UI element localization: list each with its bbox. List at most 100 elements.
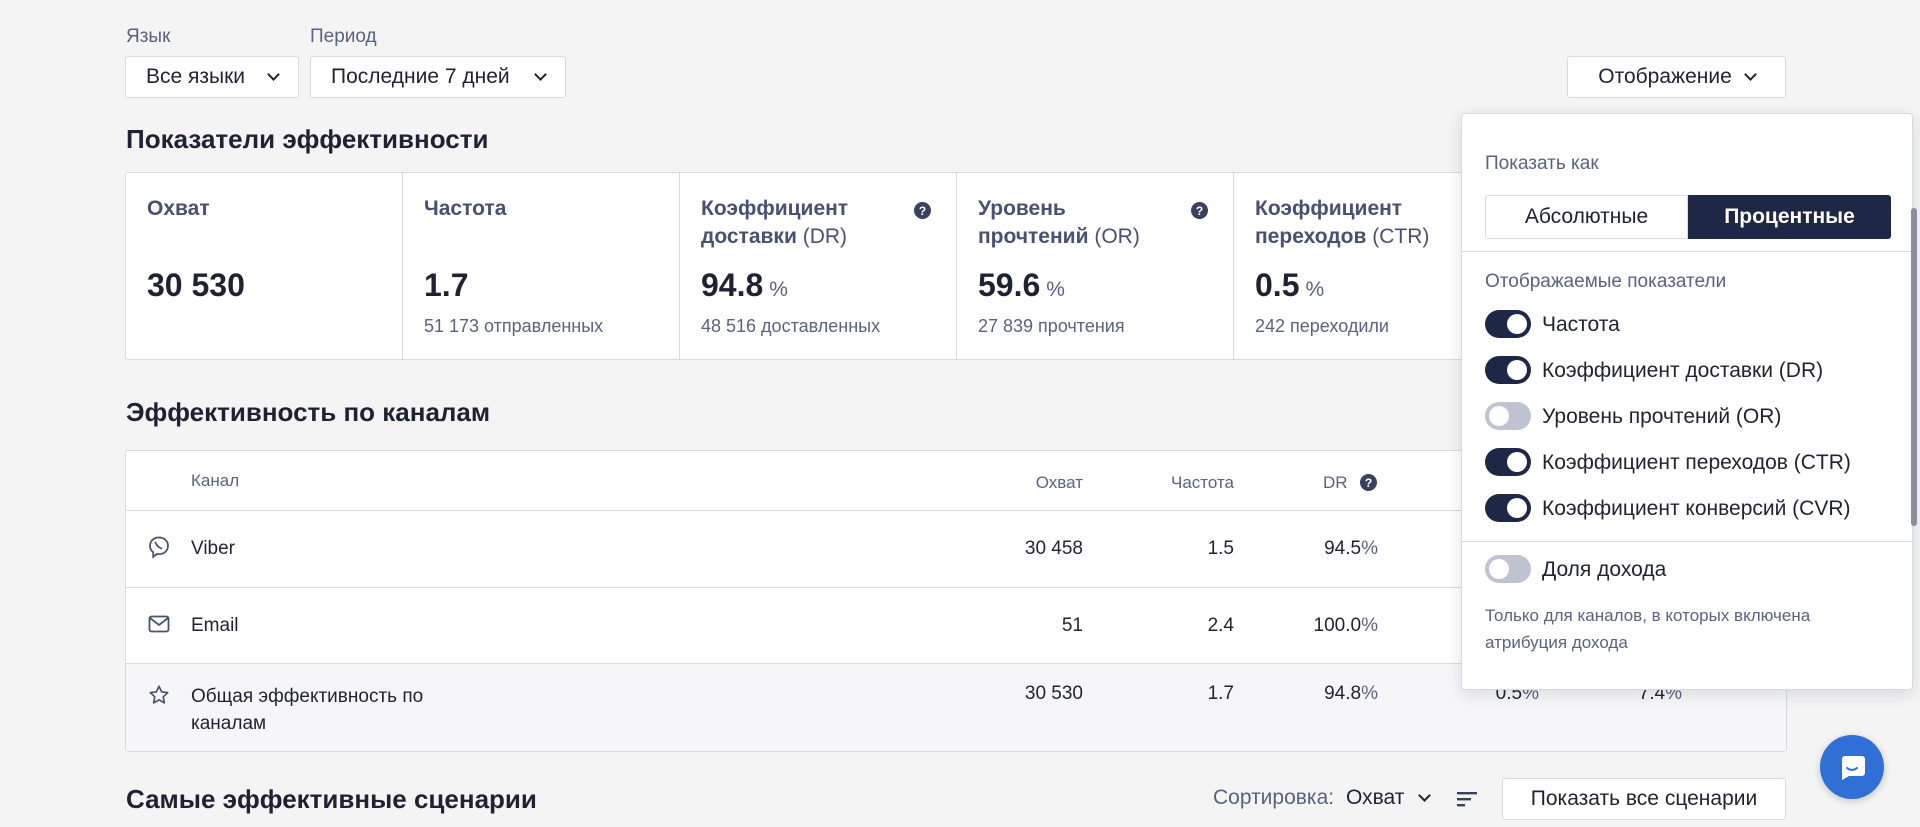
divider	[1462, 251, 1912, 252]
sort-label: Сортировка:	[1213, 786, 1335, 809]
period-select-value: Последние 7 дней	[331, 65, 510, 88]
metric-number: 0.5	[1255, 267, 1300, 303]
metric-value: 94.8%	[701, 267, 788, 304]
metric-abbr: (CTR)	[1372, 225, 1430, 248]
metric-number: 59.6	[978, 267, 1041, 303]
metric-value: 1.7	[424, 267, 469, 303]
metrics-label: Отображаемые показатели	[1485, 271, 1727, 292]
metric-title: Коэффициент доставки (DR)	[701, 195, 935, 251]
toggle-knob	[1507, 360, 1527, 380]
cell-dr-value: 100.0	[1313, 615, 1362, 636]
toggle-knob	[1489, 406, 1509, 426]
cell-dr-value: 94.5	[1324, 538, 1362, 559]
table-row[interactable]: Viber 30 458 1.5 94.5%	[126, 511, 1786, 588]
period-select[interactable]: Последние 7 дней	[310, 56, 566, 98]
metric-open-rate: Уровень прочтений (OR) ? 59.6% 27 839 пр…	[957, 173, 1234, 359]
metric-title-line1: Коэффициент	[701, 197, 849, 220]
performance-title: Показатели эффективности	[126, 124, 489, 154]
cell-frequency: 1.7	[1207, 683, 1234, 704]
help-icon[interactable]: ?	[914, 202, 931, 219]
header-frequency[interactable]: Частота	[1170, 473, 1234, 492]
metrics-panel: Охват 30 530 Частота 1.7 51 173 отправле…	[125, 172, 1605, 360]
metric-abbr: (DR)	[802, 225, 848, 248]
cell-frequency: 2.4	[1207, 615, 1234, 636]
percent-sign: %	[1361, 683, 1378, 704]
chevron-down-icon	[534, 68, 547, 81]
metric-title: Частота	[424, 197, 507, 220]
header-channel[interactable]: Канал	[191, 471, 240, 490]
metric-click-rate: Коэффициент переходов (CTR) 0.5% 242 пер…	[1234, 173, 1511, 359]
metric-abbr: (OR)	[1094, 225, 1140, 248]
chevron-down-icon	[1418, 789, 1432, 802]
show-all-scenarios-button[interactable]: Показать все сценарии	[1502, 778, 1786, 820]
metric-delivery-rate: Коэффициент доставки (DR) ? 94.8% 48 516…	[680, 173, 957, 359]
cell-dr: 100.0%	[1314, 615, 1378, 637]
chat-button[interactable]	[1820, 735, 1884, 799]
toggle-label: Коэффициент конверсий (CVR)	[1542, 497, 1851, 520]
total-name-line1: Общая эффективность по	[191, 686, 424, 707]
toggle-frequency[interactable]	[1485, 310, 1531, 338]
toggle-knob	[1507, 452, 1527, 472]
metric-frequency: Частота 1.7 51 173 отправленных	[403, 173, 680, 359]
toggle-label: Коэффициент переходов (CTR)	[1542, 451, 1851, 474]
total-name: Общая эффективность по каналам	[191, 683, 423, 737]
metric-title-line2: переходов	[1255, 225, 1367, 248]
sort-value: Охват	[1346, 786, 1405, 809]
help-icon[interactable]: ?	[1360, 474, 1377, 491]
header-reach[interactable]: Охват	[1035, 473, 1083, 492]
cell-reach: 30 530	[1024, 683, 1083, 704]
toggle-label: Доля дохода	[1542, 558, 1667, 581]
toggle-open-rate[interactable]	[1485, 402, 1531, 430]
toggle-label: Частота	[1542, 313, 1620, 336]
display-button-label: Отображение	[1598, 65, 1732, 88]
toggle-knob	[1507, 498, 1527, 518]
toggle-delivery-rate[interactable]	[1485, 356, 1531, 384]
percent-sign: %	[1361, 615, 1378, 636]
sort-order-icon[interactable]	[1457, 791, 1477, 807]
table-row[interactable]: Email 51 2.4 100.0%	[126, 588, 1786, 664]
language-select[interactable]: Все языки	[125, 56, 299, 98]
email-icon	[148, 615, 170, 633]
metric-value: 30 530	[147, 267, 245, 303]
metric-title-line2: доставки	[701, 225, 797, 248]
viber-icon	[149, 536, 169, 559]
display-dropdown: Показать как Абсолютные Процентные Отобр…	[1461, 113, 1913, 690]
language-select-value: Все языки	[146, 65, 246, 88]
display-button[interactable]: Отображение	[1567, 56, 1786, 98]
scrollbar-thumb[interactable]	[1911, 208, 1917, 526]
cell-frequency: 1.5	[1207, 538, 1234, 559]
revenue-note-line2: атрибуция дохода	[1485, 633, 1628, 652]
metric-title-line1: Уровень	[978, 197, 1066, 220]
divider	[1462, 541, 1912, 542]
percent-sign: %	[1305, 278, 1325, 301]
sort-select[interactable]: Охват	[1346, 786, 1432, 810]
total-name-line2: каналам	[191, 713, 267, 734]
header-dr[interactable]: DR	[1323, 473, 1348, 492]
toggle-click-rate[interactable]	[1485, 448, 1531, 476]
period-label: Период	[310, 26, 377, 47]
metric-title: Коэффициент переходов (CTR)	[1255, 195, 1490, 251]
chat-icon	[1842, 756, 1865, 780]
toggle-label: Уровень прочтений (OR)	[1542, 405, 1782, 428]
metric-sub: 48 516 доставленных	[701, 316, 881, 336]
metric-title: Охват	[147, 197, 210, 220]
revenue-note-line1: Только для каналов, в которых включена	[1485, 606, 1811, 625]
cell-reach: 30 458	[1024, 538, 1083, 559]
toggle-knob	[1489, 559, 1509, 579]
percent-sign: %	[769, 278, 788, 301]
metric-title-line1: Коэффициент	[1255, 197, 1403, 220]
show-all-label: Показать все сценарии	[1530, 787, 1758, 810]
percent-sign: %	[1361, 538, 1378, 559]
chevron-down-icon	[267, 68, 280, 81]
toggle-conversion-rate[interactable]	[1485, 494, 1531, 522]
toggle-revenue-share[interactable]	[1485, 555, 1531, 583]
cell-reach: 51	[1061, 615, 1083, 636]
mode-absolute-button[interactable]: Абсолютные	[1485, 195, 1688, 239]
metric-sub: 242 переходили	[1255, 316, 1389, 336]
metric-sub: 51 173 отправленных	[424, 316, 604, 336]
star-icon	[149, 685, 169, 704]
scenarios-title: Самые эффективные сценарии	[126, 784, 537, 814]
cell-dr-value: 94.8	[1324, 683, 1362, 704]
mode-percent-button[interactable]: Процентные	[1688, 195, 1891, 239]
help-icon[interactable]: ?	[1191, 202, 1208, 219]
